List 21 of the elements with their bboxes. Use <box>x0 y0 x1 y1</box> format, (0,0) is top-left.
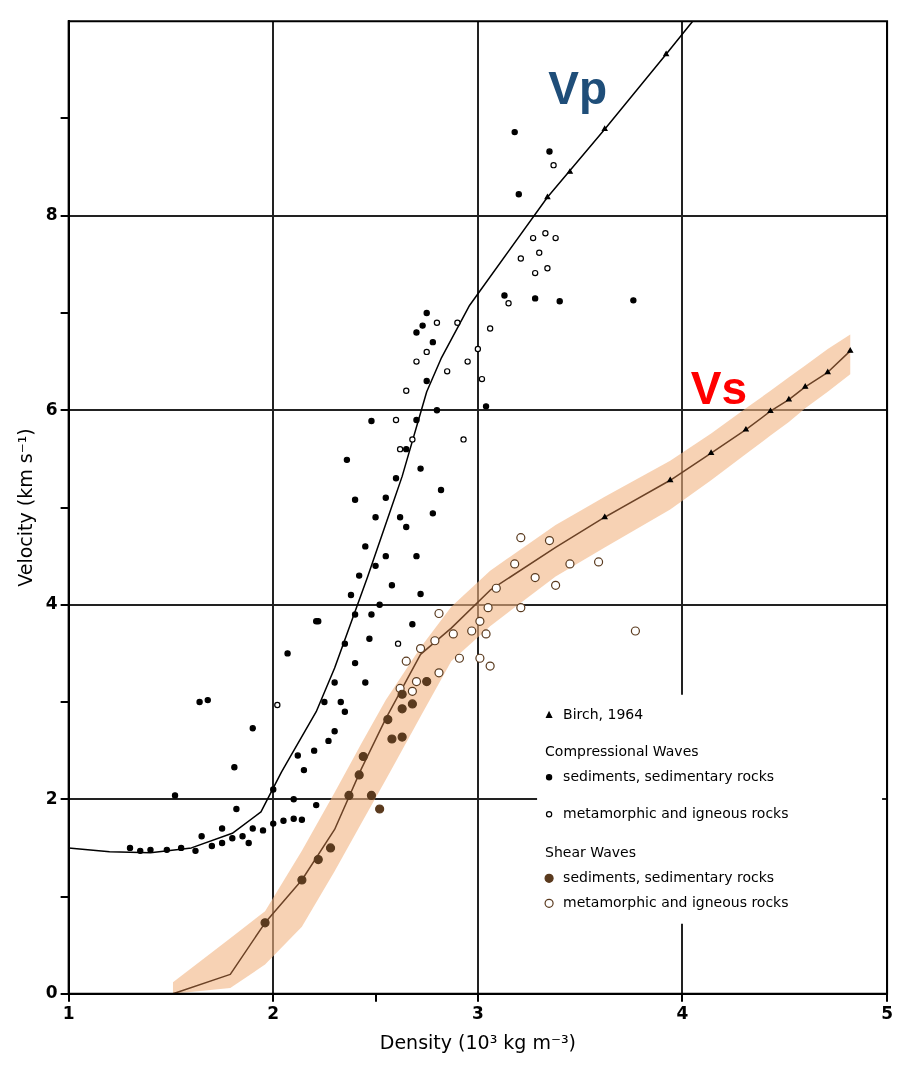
y-tick-label: 2 <box>45 787 58 808</box>
legend-label: metamorphic and igneous rocks <box>563 893 789 910</box>
x-tick-label: 4 <box>676 1003 689 1024</box>
legend-label: metamorphic and igneous rocks <box>563 804 789 821</box>
y-tick-label: 4 <box>45 593 58 614</box>
x-axis-title: Density (10³ kg m⁻³) <box>379 1030 576 1053</box>
annotation: Shear Waves <box>545 843 636 860</box>
legend-label: sediments, sedimentary rocks <box>563 868 775 885</box>
y-tick-label: 6 <box>45 398 58 419</box>
series-label: Vs <box>690 362 748 415</box>
y-tick-label: 0 <box>45 982 58 1003</box>
x-tick-label: 3 <box>471 1003 484 1024</box>
series-label: Vp <box>548 61 608 114</box>
y-axis-title: Velocity (km s⁻¹) <box>14 428 37 587</box>
legend-label: Birch, 1964 <box>563 705 644 722</box>
x-tick-label: 5 <box>881 1003 894 1024</box>
annotation: Compressional Waves <box>545 742 699 759</box>
y-tick-label: 8 <box>45 204 58 225</box>
legend-label: sediments, sedimentary rocks <box>563 767 775 784</box>
x-tick-label: 2 <box>267 1003 280 1024</box>
x-tick-label: 1 <box>62 1003 75 1024</box>
